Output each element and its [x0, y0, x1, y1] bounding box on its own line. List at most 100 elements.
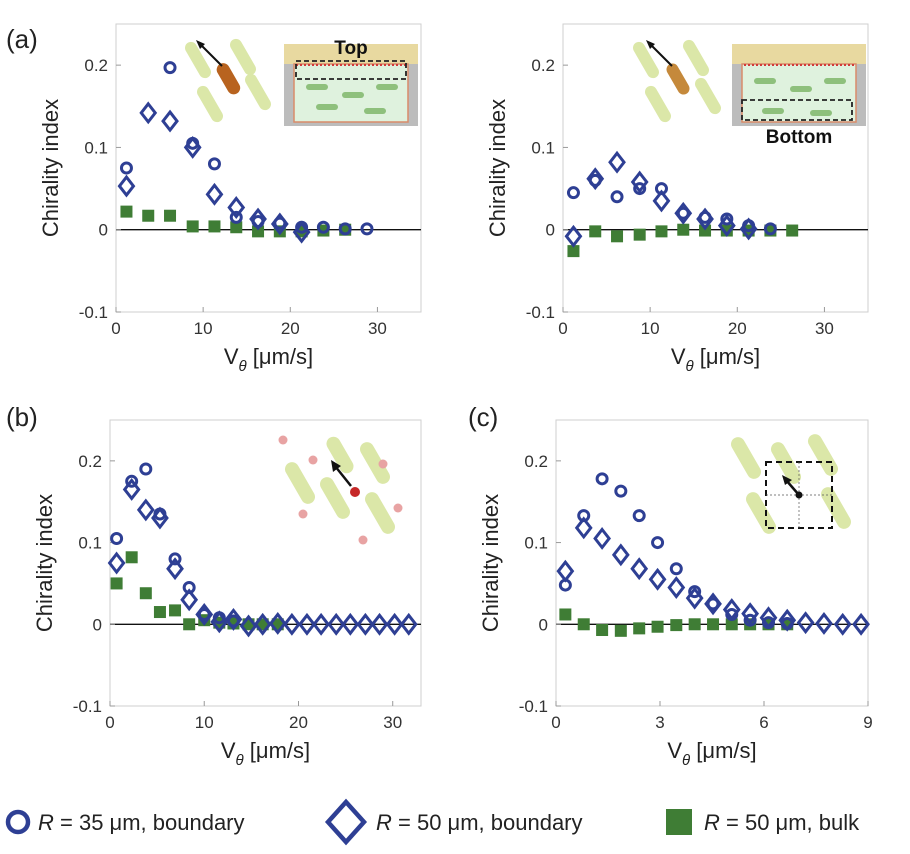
- y-axis-label: Chirality index: [478, 494, 503, 632]
- data-point-circle: [614, 484, 628, 498]
- data-point-diamond: [210, 610, 229, 634]
- data-point-square: [786, 224, 799, 237]
- data-point-circle: [633, 182, 647, 196]
- x-tick-label: 20: [281, 319, 300, 338]
- data-point-square: [110, 577, 123, 590]
- plot-frame: [115, 23, 422, 313]
- x-tick-label: 0: [111, 319, 120, 338]
- data-point-diamond: [122, 478, 141, 501]
- x-axis-label: Vθ [μm/s]: [667, 738, 756, 769]
- y-tick-label: 0: [546, 221, 555, 240]
- y-tick-label: 0.1: [78, 534, 102, 553]
- data-point-diamond: [151, 506, 169, 530]
- x-tick-label: 10: [195, 713, 214, 732]
- data-point-diamond: [648, 567, 667, 591]
- y-tick-label: -0.1: [526, 303, 555, 322]
- data-point-diamond: [741, 602, 760, 626]
- data-point-diamond: [298, 612, 316, 636]
- data-point-diamond: [370, 612, 389, 636]
- x-tick-label: 20: [289, 713, 308, 732]
- x-tick-label: 0: [558, 319, 567, 338]
- chamber-schematic-bottom: Bottom: [732, 44, 866, 148]
- bacteria-illustration-a-top: [182, 32, 277, 130]
- y-tick-label: -0.1: [519, 697, 548, 716]
- bacteria-illustration-a-bottom: [630, 32, 725, 130]
- data-point-diamond: [341, 612, 360, 636]
- panel-label-c: (c): [468, 402, 498, 432]
- data-point-circle: [763, 222, 777, 236]
- data-point-diamond: [139, 101, 158, 125]
- data-point-circle: [632, 509, 646, 523]
- data-point-circle: [566, 186, 580, 200]
- data-point-diamond: [312, 612, 331, 636]
- y-tick-label: 0.2: [531, 56, 555, 75]
- inset-label-bottom: Bottom: [766, 127, 832, 148]
- data-point-diamond: [180, 588, 199, 612]
- data-point-diamond: [778, 608, 797, 632]
- legend-square-label: R = 50 μm, bulk: [704, 810, 860, 835]
- data-point-diamond: [117, 174, 136, 198]
- data-point-diamond: [759, 606, 778, 630]
- data-point-circle: [119, 161, 133, 175]
- data-point-circle: [125, 474, 139, 488]
- x-tick-label: 0: [551, 713, 560, 732]
- y-axis-label: Chirality index: [38, 99, 63, 237]
- data-point-square: [208, 220, 221, 233]
- data-point-circle: [207, 157, 221, 171]
- x-axis-label: Vθ [μm/s]: [224, 344, 313, 375]
- data-point-diamond: [282, 612, 301, 636]
- data-point-diamond: [574, 516, 593, 540]
- y-tick-label: 0: [99, 221, 108, 240]
- y-tick-label: 0.2: [84, 56, 108, 75]
- legend: R = 35 μm, boundary R = 50 μm, boundary …: [5, 798, 860, 846]
- data-point-diamond: [107, 551, 126, 575]
- data-point-diamond: [356, 612, 375, 636]
- data-point-diamond: [630, 170, 649, 194]
- data-point-diamond: [385, 612, 404, 636]
- data-point-square: [699, 224, 712, 237]
- y-tick-label: -0.1: [73, 697, 102, 716]
- data-point-diamond: [195, 603, 214, 626]
- data-point-diamond: [739, 217, 758, 241]
- y-tick-label: 0.2: [78, 452, 102, 471]
- x-tick-label: 3: [655, 713, 664, 732]
- data-point-circle: [720, 212, 734, 226]
- data-point-diamond: [556, 559, 575, 583]
- data-point-diamond: [608, 150, 626, 174]
- data-point-diamond: [327, 612, 346, 636]
- data-point-square: [183, 618, 196, 631]
- x-tick-label: 6: [759, 713, 768, 732]
- data-point-diamond: [227, 196, 246, 219]
- data-point-square: [252, 225, 265, 238]
- x-axis-label: Vθ [μm/s]: [671, 344, 760, 375]
- y-tick-label: 0.1: [531, 138, 555, 157]
- panel-label-a: (a): [6, 24, 38, 54]
- data-point-diamond: [704, 592, 722, 616]
- data-point-circle: [229, 210, 243, 224]
- data-point-circle: [669, 562, 683, 576]
- data-point-diamond: [611, 543, 630, 567]
- data-point-diamond: [564, 224, 583, 248]
- data-point-square: [577, 618, 590, 631]
- data-point-square: [633, 622, 646, 635]
- data-point-diamond: [253, 612, 272, 636]
- data-point-diamond: [166, 557, 184, 581]
- data-point-diamond: [717, 214, 736, 238]
- data-point-square: [596, 624, 609, 637]
- x-tick-label: 9: [863, 713, 872, 732]
- data-point-square: [164, 209, 177, 222]
- data-point-square: [125, 551, 138, 564]
- data-point-square: [169, 604, 182, 617]
- data-point-square: [655, 225, 668, 238]
- data-point-square: [611, 230, 624, 243]
- x-tick-label: 10: [194, 319, 213, 338]
- plot-frame: [562, 23, 869, 313]
- data-point-circle: [168, 552, 182, 566]
- y-tick-label: 0: [539, 615, 548, 634]
- data-point-circle: [360, 222, 374, 236]
- inset-label-top: Top: [334, 38, 367, 59]
